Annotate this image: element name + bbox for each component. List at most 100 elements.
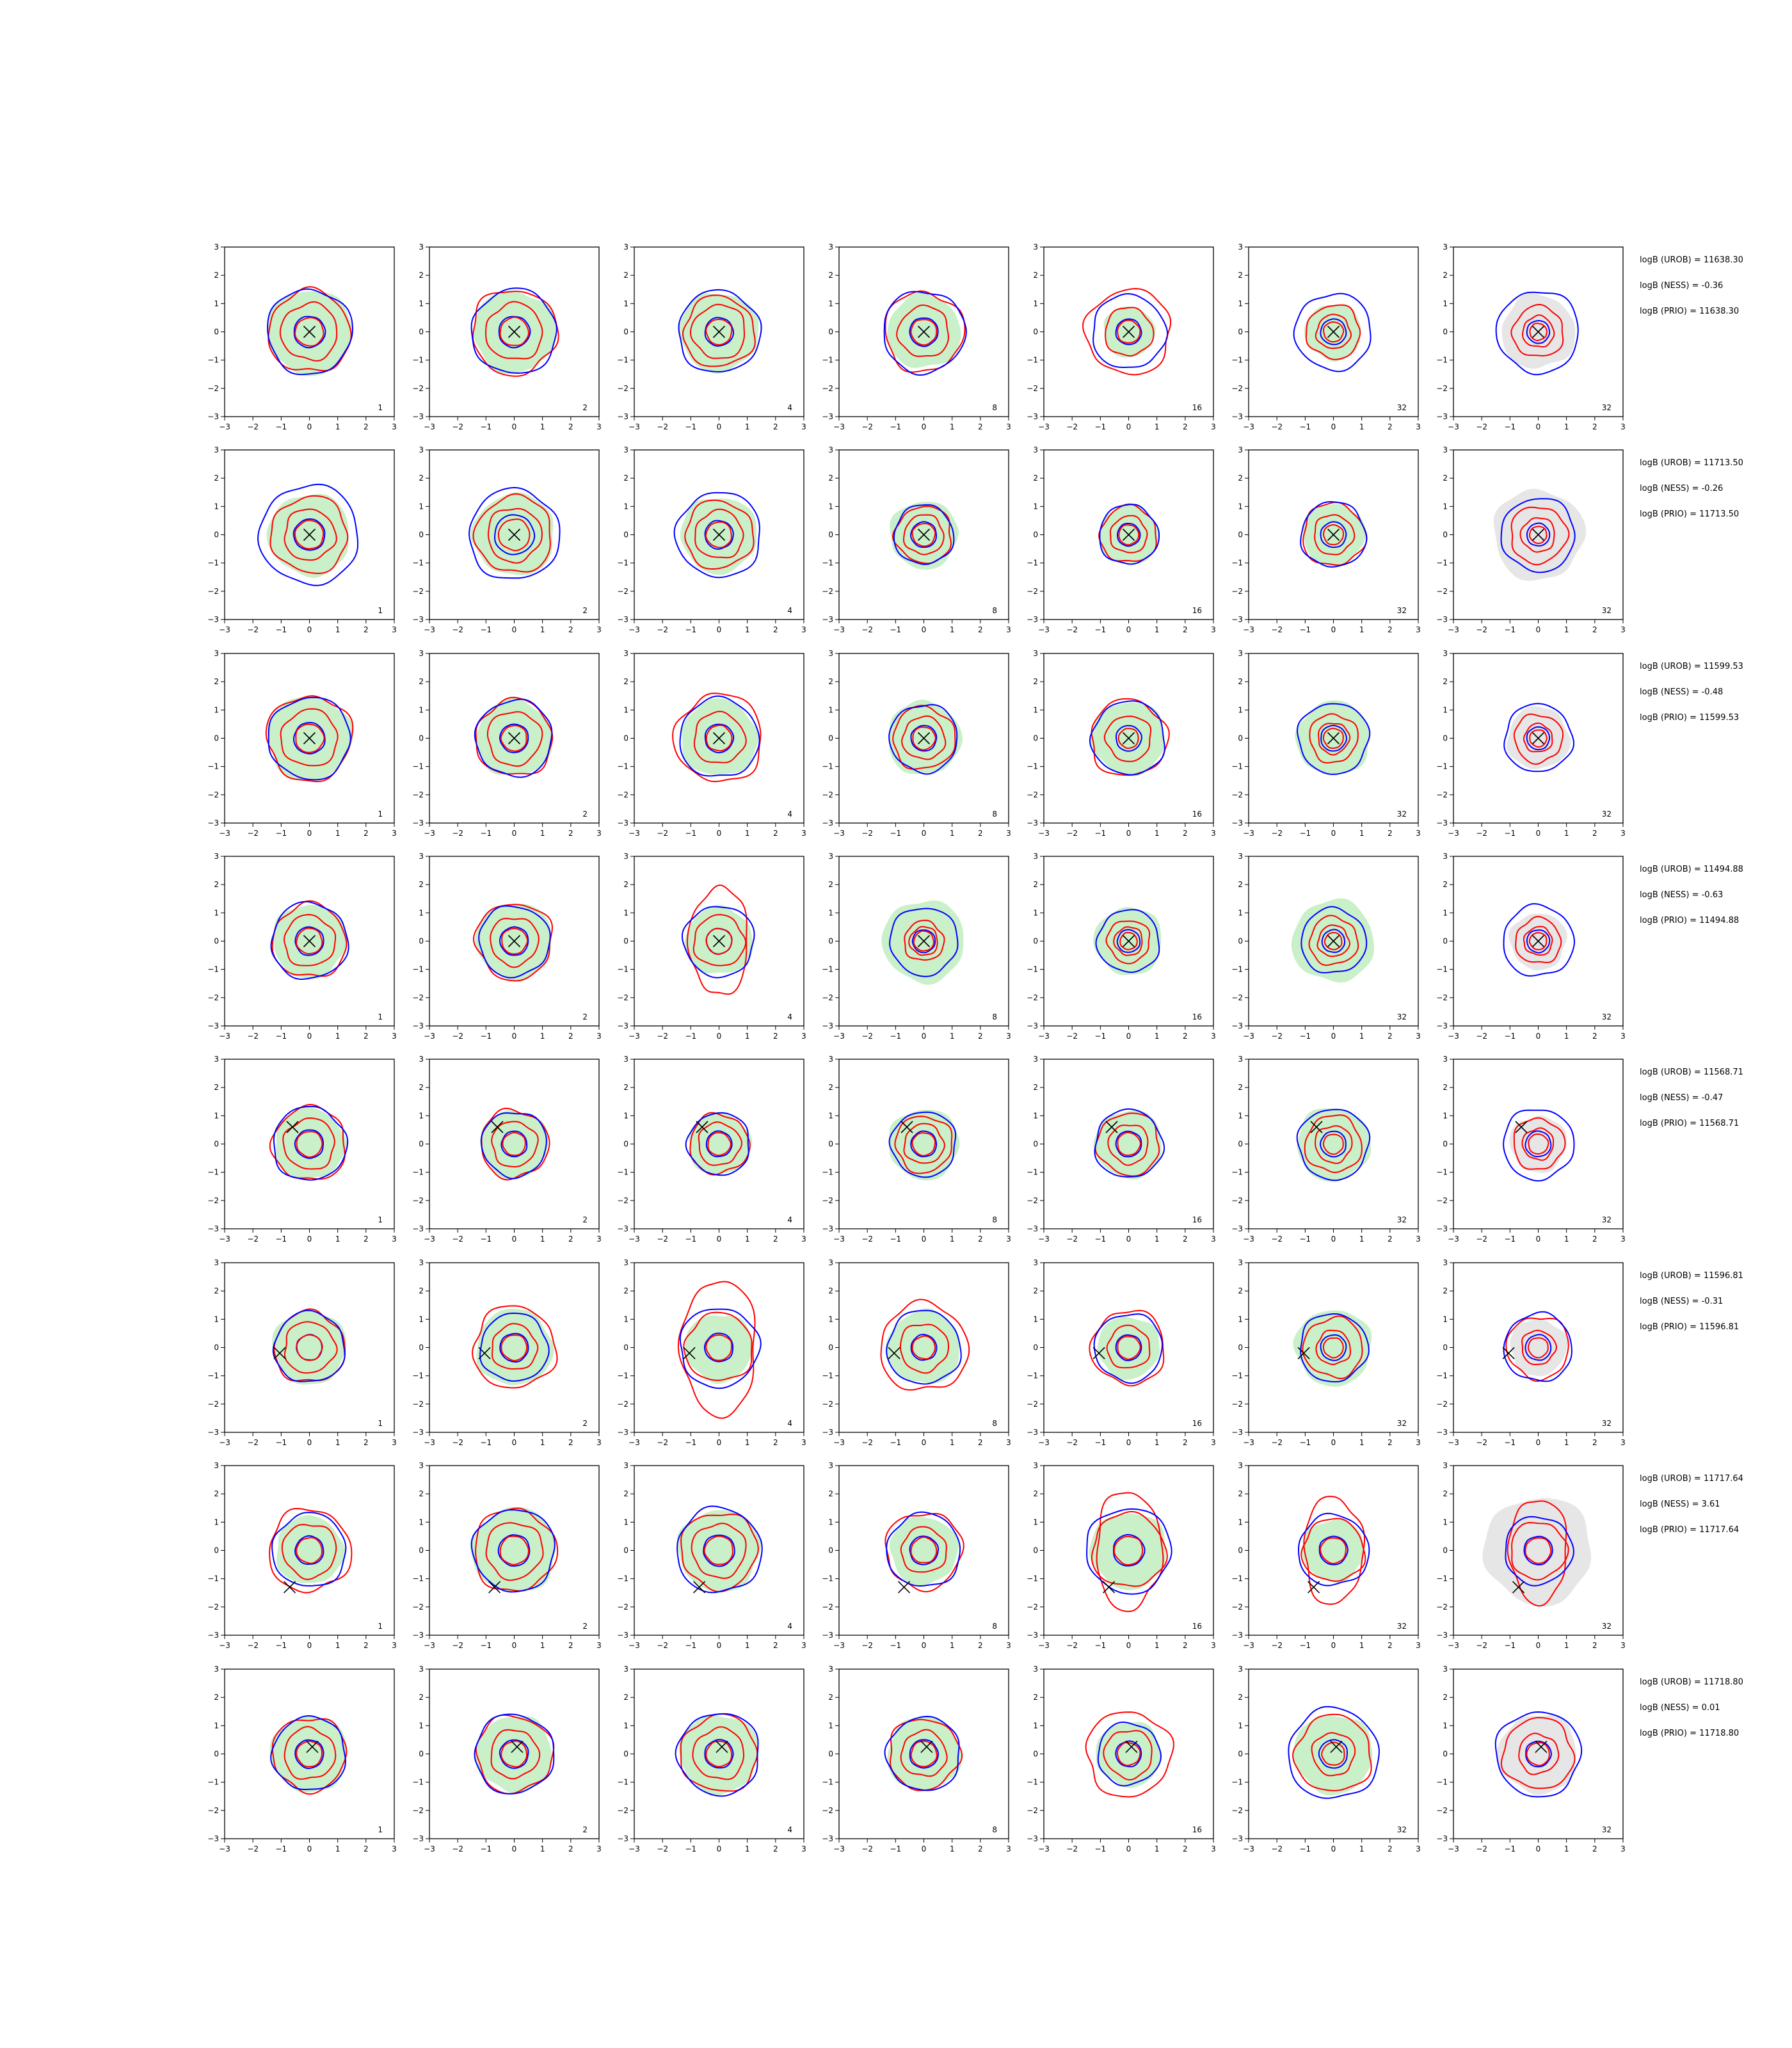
y-tick-label: 2 [214, 1489, 219, 1498]
blue-outer-contour [884, 1715, 960, 1791]
blue-inner-contour [909, 317, 939, 348]
y-tick-label: −3 [207, 412, 219, 421]
x-tick-label: −3 [1448, 1438, 1459, 1447]
y-tick-label: −3 [617, 1021, 628, 1030]
blue-outer-contour [889, 908, 959, 977]
y-tick-label: −2 [1436, 1806, 1448, 1815]
red-inner-contour [1322, 321, 1345, 343]
truth-marker [1327, 732, 1340, 745]
y-tick-label: 2 [1238, 880, 1243, 889]
red-outer-contour [1500, 1716, 1576, 1789]
x-tick-label: −1 [1299, 625, 1311, 634]
red-mid-contour [284, 508, 337, 561]
x-tick-label: 1 [335, 1032, 340, 1041]
y-tick-label: 3 [1033, 1258, 1038, 1267]
y-tick-label: 3 [828, 1055, 833, 1064]
x-tick-label: −2 [1066, 1844, 1078, 1853]
y-tick-label: 1 [623, 502, 628, 511]
red-mid-contour [1103, 716, 1152, 762]
x-tick-label: −2 [1271, 1844, 1283, 1853]
green-density-fill [887, 1716, 962, 1791]
y-tick-label: 2 [1033, 271, 1038, 280]
x-tick-label: −2 [1271, 1235, 1283, 1244]
blue-inner-contour [1526, 929, 1551, 954]
y-tick-label: −1 [207, 1168, 219, 1177]
y-tick-label: 2 [1443, 474, 1448, 483]
red-inner-contour [911, 1132, 936, 1156]
red-inner-contour [1528, 1133, 1549, 1155]
blue-outer-contour [474, 1713, 555, 1795]
y-tick-label: −1 [1436, 1778, 1448, 1787]
y-tick-label: −1 [617, 356, 628, 365]
x-tick-label: 2 [1388, 625, 1393, 634]
y-tick-label: 3 [828, 1665, 833, 1674]
x-tick-label: 1 [335, 1844, 340, 1853]
truth-marker [1532, 934, 1545, 948]
x-tick-label: −2 [452, 829, 463, 838]
y-tick-label: 0 [214, 1546, 219, 1555]
x-tick-label: 1 [1359, 1032, 1364, 1041]
y-tick-label: −3 [412, 1021, 424, 1030]
panel-r1-c4: −3−3 −2 −2 −1 −1 0 0 1 1 2 2 3 3 8 [822, 243, 1011, 431]
y-tick-label: 1 [1033, 1315, 1038, 1324]
red-outer-contour [1507, 1500, 1567, 1607]
panel-r6-c3: −3−3 −2 −2 −1 −1 0 0 1 1 2 2 3 3 4 [617, 1258, 806, 1447]
red-outer-contour [472, 1305, 558, 1389]
red-mid-contour [1521, 314, 1555, 348]
y-tick-label: 1 [1443, 908, 1448, 917]
y-tick-label: −3 [822, 412, 833, 421]
y-tick-label: 3 [214, 852, 219, 861]
y-tick-label: 2 [1033, 1083, 1038, 1092]
x-tick-label: 0 [1331, 1641, 1336, 1650]
y-tick-label: 2 [1033, 1286, 1038, 1295]
x-tick-label: 1 [950, 422, 955, 431]
panel-r8-c2: −3−3 −2 −2 −1 −1 0 0 1 1 2 2 3 3 2 [412, 1665, 602, 1853]
panel-contents [269, 1103, 349, 1181]
x-tick-label: −3 [628, 829, 640, 838]
y-tick-label: −2 [822, 1400, 833, 1409]
y-tick-label: 1 [214, 1517, 219, 1526]
panel-number-label: 32 [1397, 1419, 1407, 1428]
panel-r7-c6: −3−3 −2 −2 −1 −1 0 0 1 1 2 2 3 3 32 [1231, 1461, 1421, 1650]
panel-number-label: 1 [378, 606, 383, 615]
x-tick-label: 2 [1183, 625, 1188, 634]
red-mid-contour [900, 1526, 947, 1573]
red-mid-contour [1315, 314, 1352, 349]
red-outer-contour [472, 904, 554, 982]
y-tick-label: −2 [1436, 1603, 1448, 1612]
blue-inner-contour [1320, 1334, 1347, 1361]
y-tick-label: 0 [623, 328, 628, 337]
truth-marker [1535, 1740, 1548, 1754]
x-tick-label: −3 [1448, 1844, 1459, 1853]
red-mid-contour [1521, 1127, 1555, 1161]
y-tick-label: −2 [1231, 1196, 1243, 1205]
panel-number-label: 32 [1397, 1622, 1407, 1631]
blue-outer-contour [468, 486, 561, 579]
y-tick-label: −1 [207, 559, 219, 568]
blue-inner-contour [499, 723, 529, 753]
x-tick-label: 3 [801, 1844, 806, 1853]
blue-inner-contour [1116, 724, 1142, 752]
x-tick-label: −1 [890, 1438, 901, 1447]
x-tick-label: −3 [424, 1844, 435, 1853]
y-tick-label: −2 [207, 1806, 219, 1815]
truth-marker [917, 528, 931, 541]
blue-outer-contour [676, 1505, 763, 1594]
y-tick-label: −3 [207, 1631, 219, 1640]
x-tick-label: 0 [512, 1235, 517, 1244]
x-tick-label: −3 [833, 1438, 845, 1447]
x-tick-label: −1 [480, 829, 492, 838]
x-tick-label: 1 [335, 829, 340, 838]
x-tick-label: 0 [512, 829, 517, 838]
y-tick-label: 0 [1238, 937, 1243, 946]
logb-line-ness: logB (NESS) = -0.26 [1640, 484, 1723, 493]
panel-contents [673, 492, 760, 579]
logb-line-urob: logB (UROB) = 11599.53 [1640, 662, 1743, 671]
x-tick-label: 2 [773, 1438, 778, 1447]
x-tick-label: −2 [1066, 1438, 1078, 1447]
red-outer-contour [680, 1513, 759, 1593]
panel-contents [1300, 500, 1368, 568]
x-tick-label: −1 [685, 1235, 696, 1244]
x-tick-label: 3 [1416, 1032, 1421, 1041]
x-tick-label: −1 [275, 1844, 287, 1853]
